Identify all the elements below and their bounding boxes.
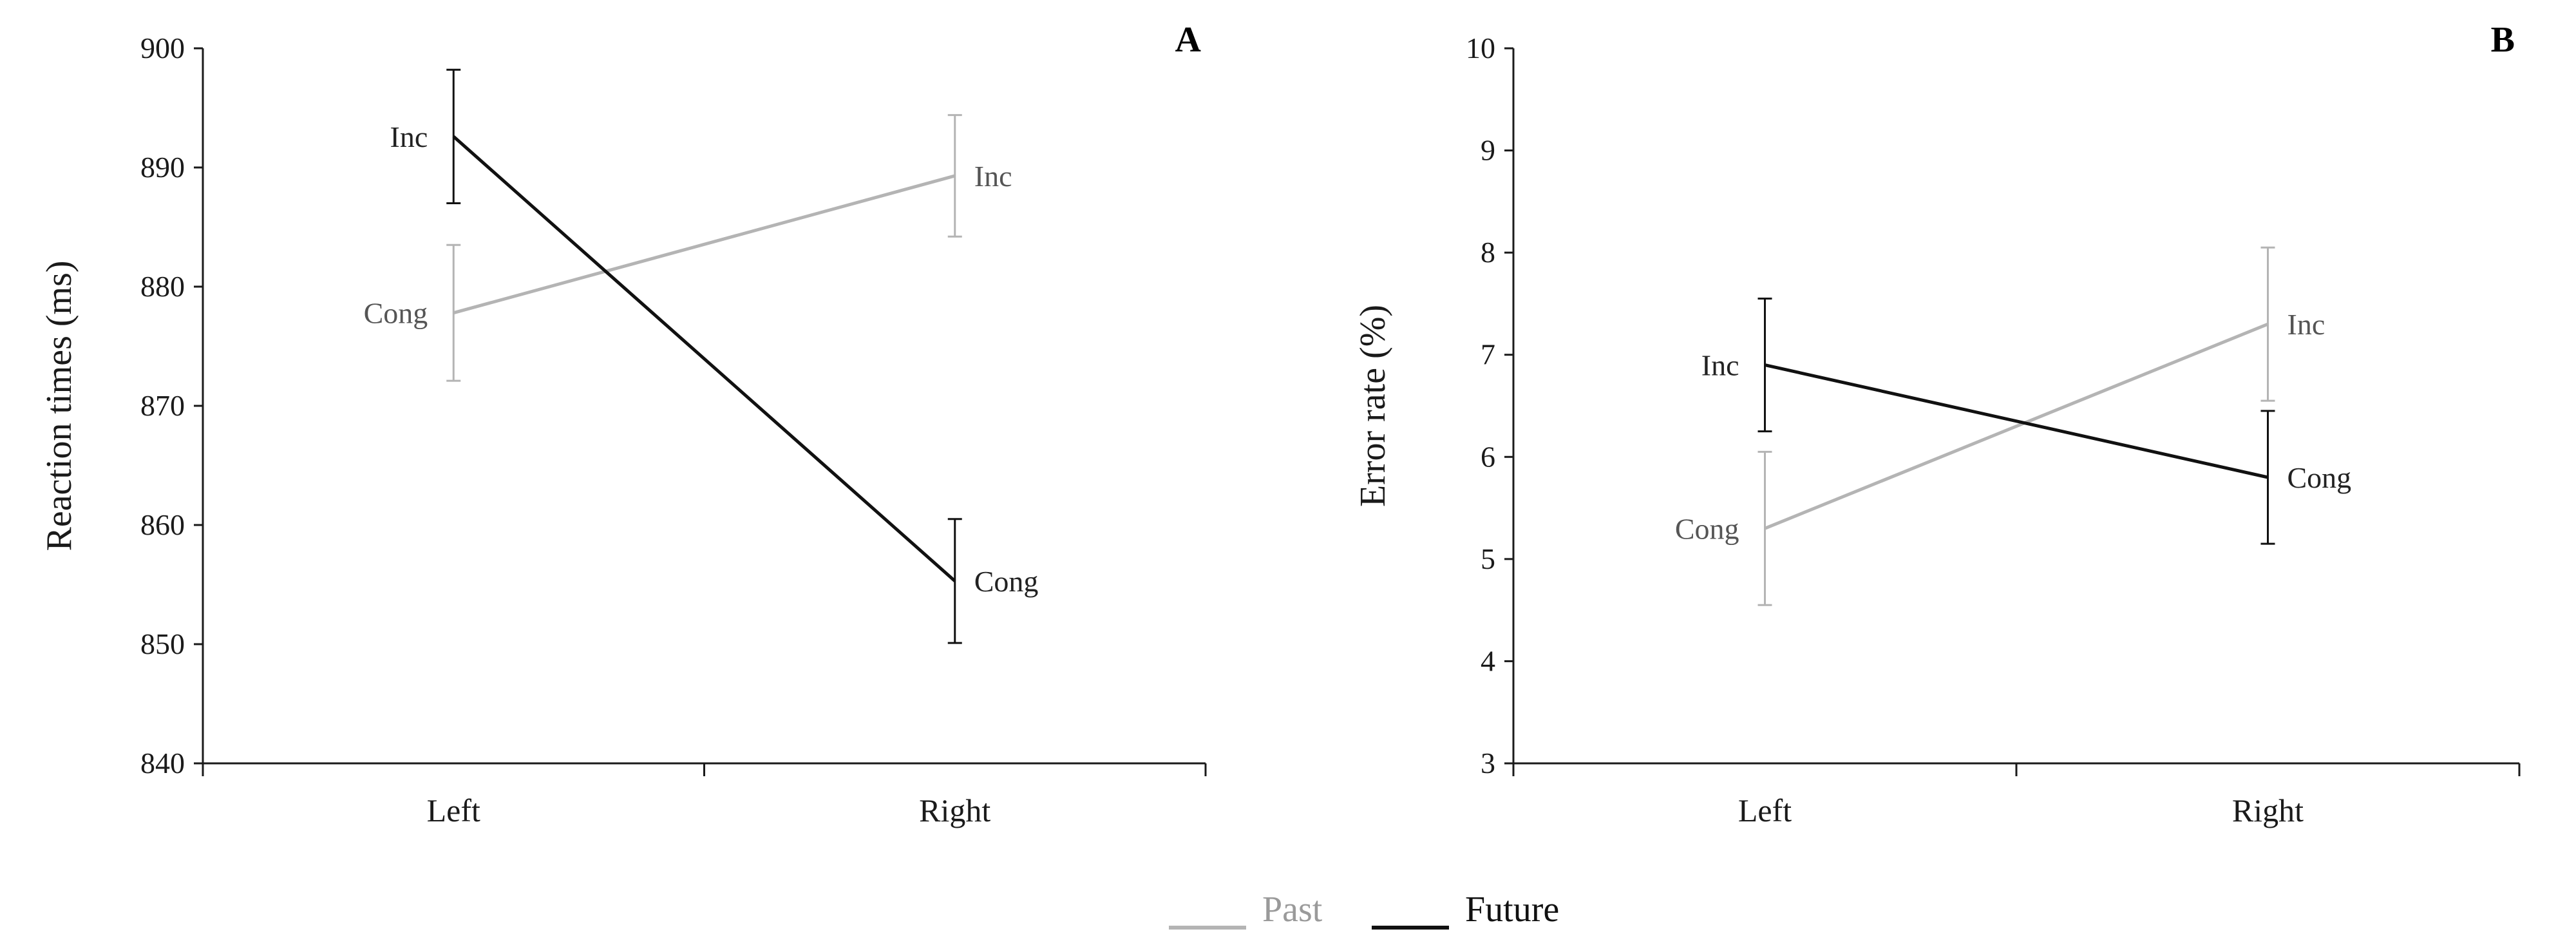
panel-a-series-past-line — [453, 174, 956, 315]
panel-a-series-future-error-bar — [446, 68, 461, 204]
panel-a-series-past-error-bar — [446, 243, 461, 382]
panel-a-series-future-line — [452, 135, 956, 582]
panel-b-series-past-point-label: Cong — [1675, 512, 1739, 545]
panel-a-y-axis-title: Reaction times (ms) — [39, 260, 79, 551]
panel-b-y-tick-label: 3 — [1481, 747, 1495, 779]
panel-b-y-tick-label: 9 — [1481, 134, 1495, 167]
legend-past-label: Past — [1262, 890, 1323, 930]
panel-b-series-past-error-bar — [2260, 246, 2275, 402]
panel-a-x-tick-label-left: Left — [427, 792, 480, 828]
panel-b-series-future-error-bar — [2260, 410, 2275, 545]
panel-b-series-future-point-label: Inc — [1701, 349, 1739, 382]
panel-a-y-tick-label: 900 — [140, 32, 185, 64]
panel-a-series-past-point-label: Inc — [974, 160, 1012, 193]
panel-a-y-tick-label: 850 — [140, 627, 185, 660]
panel-a-series-past-point-label: Cong — [364, 297, 428, 330]
legend: Past Future — [1169, 890, 1559, 930]
chart-panel-b: 3 4 5 6 7 8 9 10 Left Right Error rate (%) B Cong Inc… — [1353, 20, 2521, 828]
panel-a-y-tick-label: 870 — [140, 389, 185, 422]
panel-b-y-axis-title: Error rate (%) — [1353, 305, 1393, 507]
legend-future-label: Future — [1465, 890, 1559, 930]
panel-b-series-future-point-label: Cong — [2287, 461, 2352, 494]
panel-a-y-tick-label: 880 — [140, 270, 185, 303]
panel-b-series-past-point-label: Inc — [2287, 308, 2325, 341]
panel-b-series-past-error-bar — [1757, 450, 1772, 606]
panel-b-y-tick-label: 4 — [1481, 644, 1495, 677]
panel-b-series-past-line — [1764, 322, 2269, 530]
panel-a-series-future-point-label: Inc — [390, 120, 428, 153]
panel-b-y-tick-label: 6 — [1481, 440, 1495, 473]
panel-a-y-tick-label: 840 — [140, 747, 185, 779]
panel-b-series-future-error-bar — [1757, 298, 1772, 433]
panel-b-y-tick-label: 8 — [1481, 236, 1495, 269]
panel-b-series-future-line — [1764, 363, 2269, 479]
panel-b-x-tick-label-left: Left — [1738, 792, 1792, 828]
panel-b-y-tick-label: 5 — [1481, 542, 1495, 575]
panel-a-series-past-error-bar — [947, 114, 962, 238]
panel-a-letter: A — [1175, 20, 1202, 60]
chart-panel-a: 840 850 860 870 880 890 900 Left Right Reaction t… — [39, 20, 1207, 828]
panel-b-letter: B — [2491, 20, 2515, 60]
panel-b-y-tick-label: 7 — [1481, 338, 1495, 371]
panel-a-series-future-point-label: Cong — [974, 565, 1039, 598]
panel-a-series-future-error-bar — [947, 518, 962, 644]
panel-a-y-tick-label: 860 — [140, 508, 185, 541]
panel-b-y-tick-label: 10 — [1466, 32, 1495, 64]
panel-b-x-tick-label-right: Right — [2232, 792, 2304, 828]
panel-a-y-tick-label: 890 — [140, 151, 185, 184]
panel-a-x-tick-label-right: Right — [919, 792, 990, 828]
